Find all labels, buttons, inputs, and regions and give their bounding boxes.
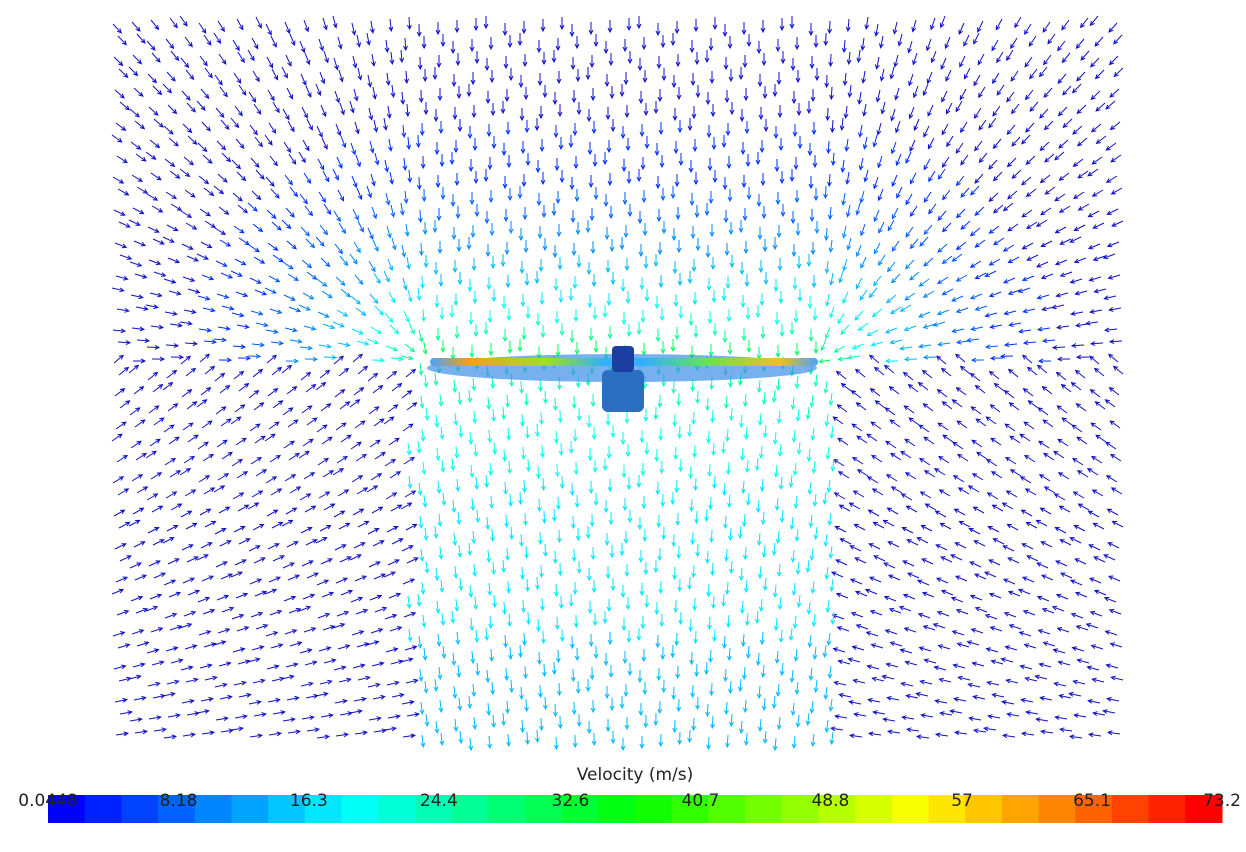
colorbar-band bbox=[745, 795, 782, 823]
velocity-arrows bbox=[352, 276, 898, 643]
colorbar-band bbox=[855, 795, 892, 823]
visualization: Velocity (m/s) 0.0448 8.18 16.3 24.4 32.6 40.… bbox=[0, 0, 1246, 852]
colorbar-band bbox=[635, 795, 672, 823]
colorbar-tick-label: 16.3 bbox=[290, 791, 328, 811]
colorbar-band bbox=[121, 795, 158, 823]
colorbar-tick-label: 73.2 bbox=[1203, 791, 1241, 811]
colorbar-band bbox=[378, 795, 415, 823]
colorbar-band bbox=[1149, 795, 1186, 823]
colorbar-band bbox=[598, 795, 635, 823]
page: Velocity vector field {"colorbar": {"tit… bbox=[0, 0, 1246, 852]
colorbar-band bbox=[488, 795, 525, 823]
colorbar-tick-label: 8.18 bbox=[160, 791, 198, 811]
velocity-arrows bbox=[286, 220, 950, 363]
colorbar-tick-label: 24.4 bbox=[420, 791, 458, 811]
colorbar bbox=[48, 795, 1223, 823]
colorbar-band bbox=[892, 795, 929, 823]
rotor-hub bbox=[602, 370, 644, 412]
velocity-arrows bbox=[319, 254, 917, 750]
colorbar-band bbox=[1039, 795, 1076, 823]
colorbar-band bbox=[85, 795, 122, 823]
colorbar-tick-label: 0.0448 bbox=[18, 791, 77, 811]
colorbar-tick-label: 40.7 bbox=[682, 791, 720, 811]
colorbar-tick-label: 65.1 bbox=[1073, 791, 1111, 811]
colorbar-band bbox=[195, 795, 232, 823]
colorbar-band bbox=[342, 795, 379, 823]
colorbar-tick-label: 57 bbox=[951, 791, 973, 811]
rotor-shaft bbox=[612, 346, 634, 372]
colorbar-band bbox=[1002, 795, 1039, 823]
colorbar-band bbox=[231, 795, 268, 823]
colorbar-tick-label: 48.8 bbox=[811, 791, 849, 811]
colorbar-title: Velocity (m/s) bbox=[577, 765, 694, 785]
page-body: Velocity (m/s) 0.0448 8.18 16.3 24.4 32.6 40.… bbox=[0, 0, 1246, 852]
colorbar-band bbox=[1112, 795, 1149, 823]
colorbar-tick-label: 32.6 bbox=[552, 791, 590, 811]
velocity-arrows bbox=[248, 186, 998, 362]
